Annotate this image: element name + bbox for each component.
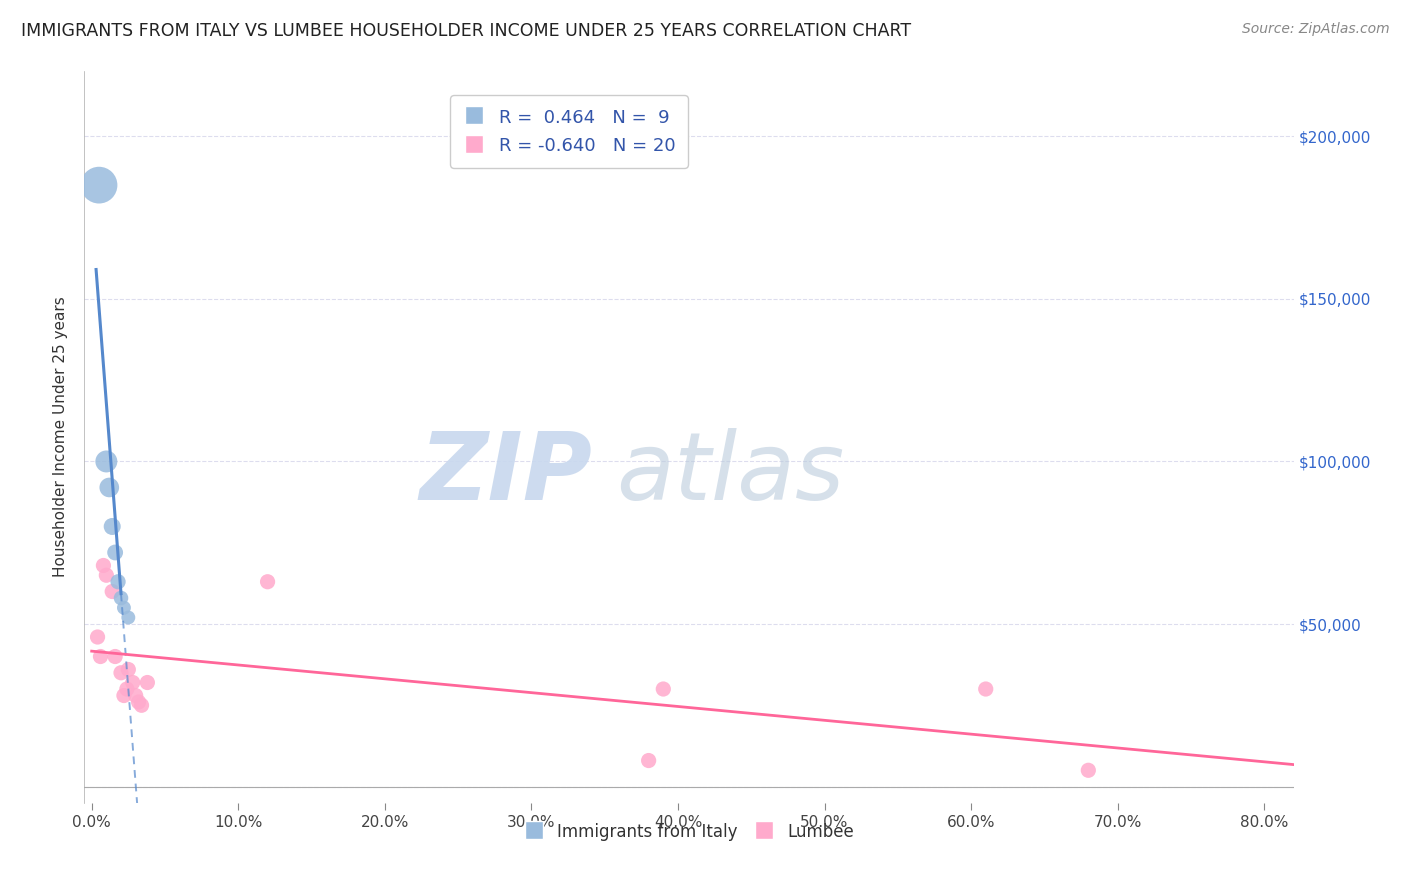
Point (96, 454, 118, 468)
Point (86, 630, 108, 644)
Point (117, 663, 139, 677)
Point (115, 681, 138, 696)
Text: IMMIGRANTS FROM ITALY VS LUMBEE HOUSEHOLDER INCOME UNDER 25 YEARS CORRELATION CH: IMMIGRANTS FROM ITALY VS LUMBEE HOUSEHOL… (21, 22, 911, 40)
Point (104, 545, 127, 559)
Point (96, 568, 118, 582)
Y-axis label: Householder Income Under 25 years: Householder Income Under 25 years (53, 297, 69, 577)
Point (1077, 764, 1099, 778)
Point (110, 591, 132, 605)
Point (128, 695, 150, 709)
Legend: Immigrants from Italy, Lumbee: Immigrants from Italy, Lumbee (516, 814, 862, 849)
Point (256, 574, 278, 589)
Text: Source: ZipAtlas.com: Source: ZipAtlas.com (1241, 22, 1389, 37)
Point (110, 665, 132, 680)
Point (93, 558, 115, 573)
Point (974, 681, 997, 696)
Point (117, 610, 139, 624)
Text: atlas: atlas (616, 428, 845, 519)
Point (637, 754, 659, 768)
Point (104, 649, 127, 664)
Point (124, 689, 146, 703)
Point (98, 480, 121, 494)
Point (101, 519, 124, 533)
Point (89, 649, 111, 664)
Point (107, 574, 129, 589)
Text: ZIP: ZIP (419, 427, 592, 520)
Point (87, 178, 110, 193)
Point (136, 675, 159, 690)
Point (112, 600, 135, 615)
Point (131, 698, 153, 713)
Point (652, 681, 675, 696)
Point (101, 584, 124, 599)
Point (112, 689, 135, 703)
Point (121, 675, 143, 690)
